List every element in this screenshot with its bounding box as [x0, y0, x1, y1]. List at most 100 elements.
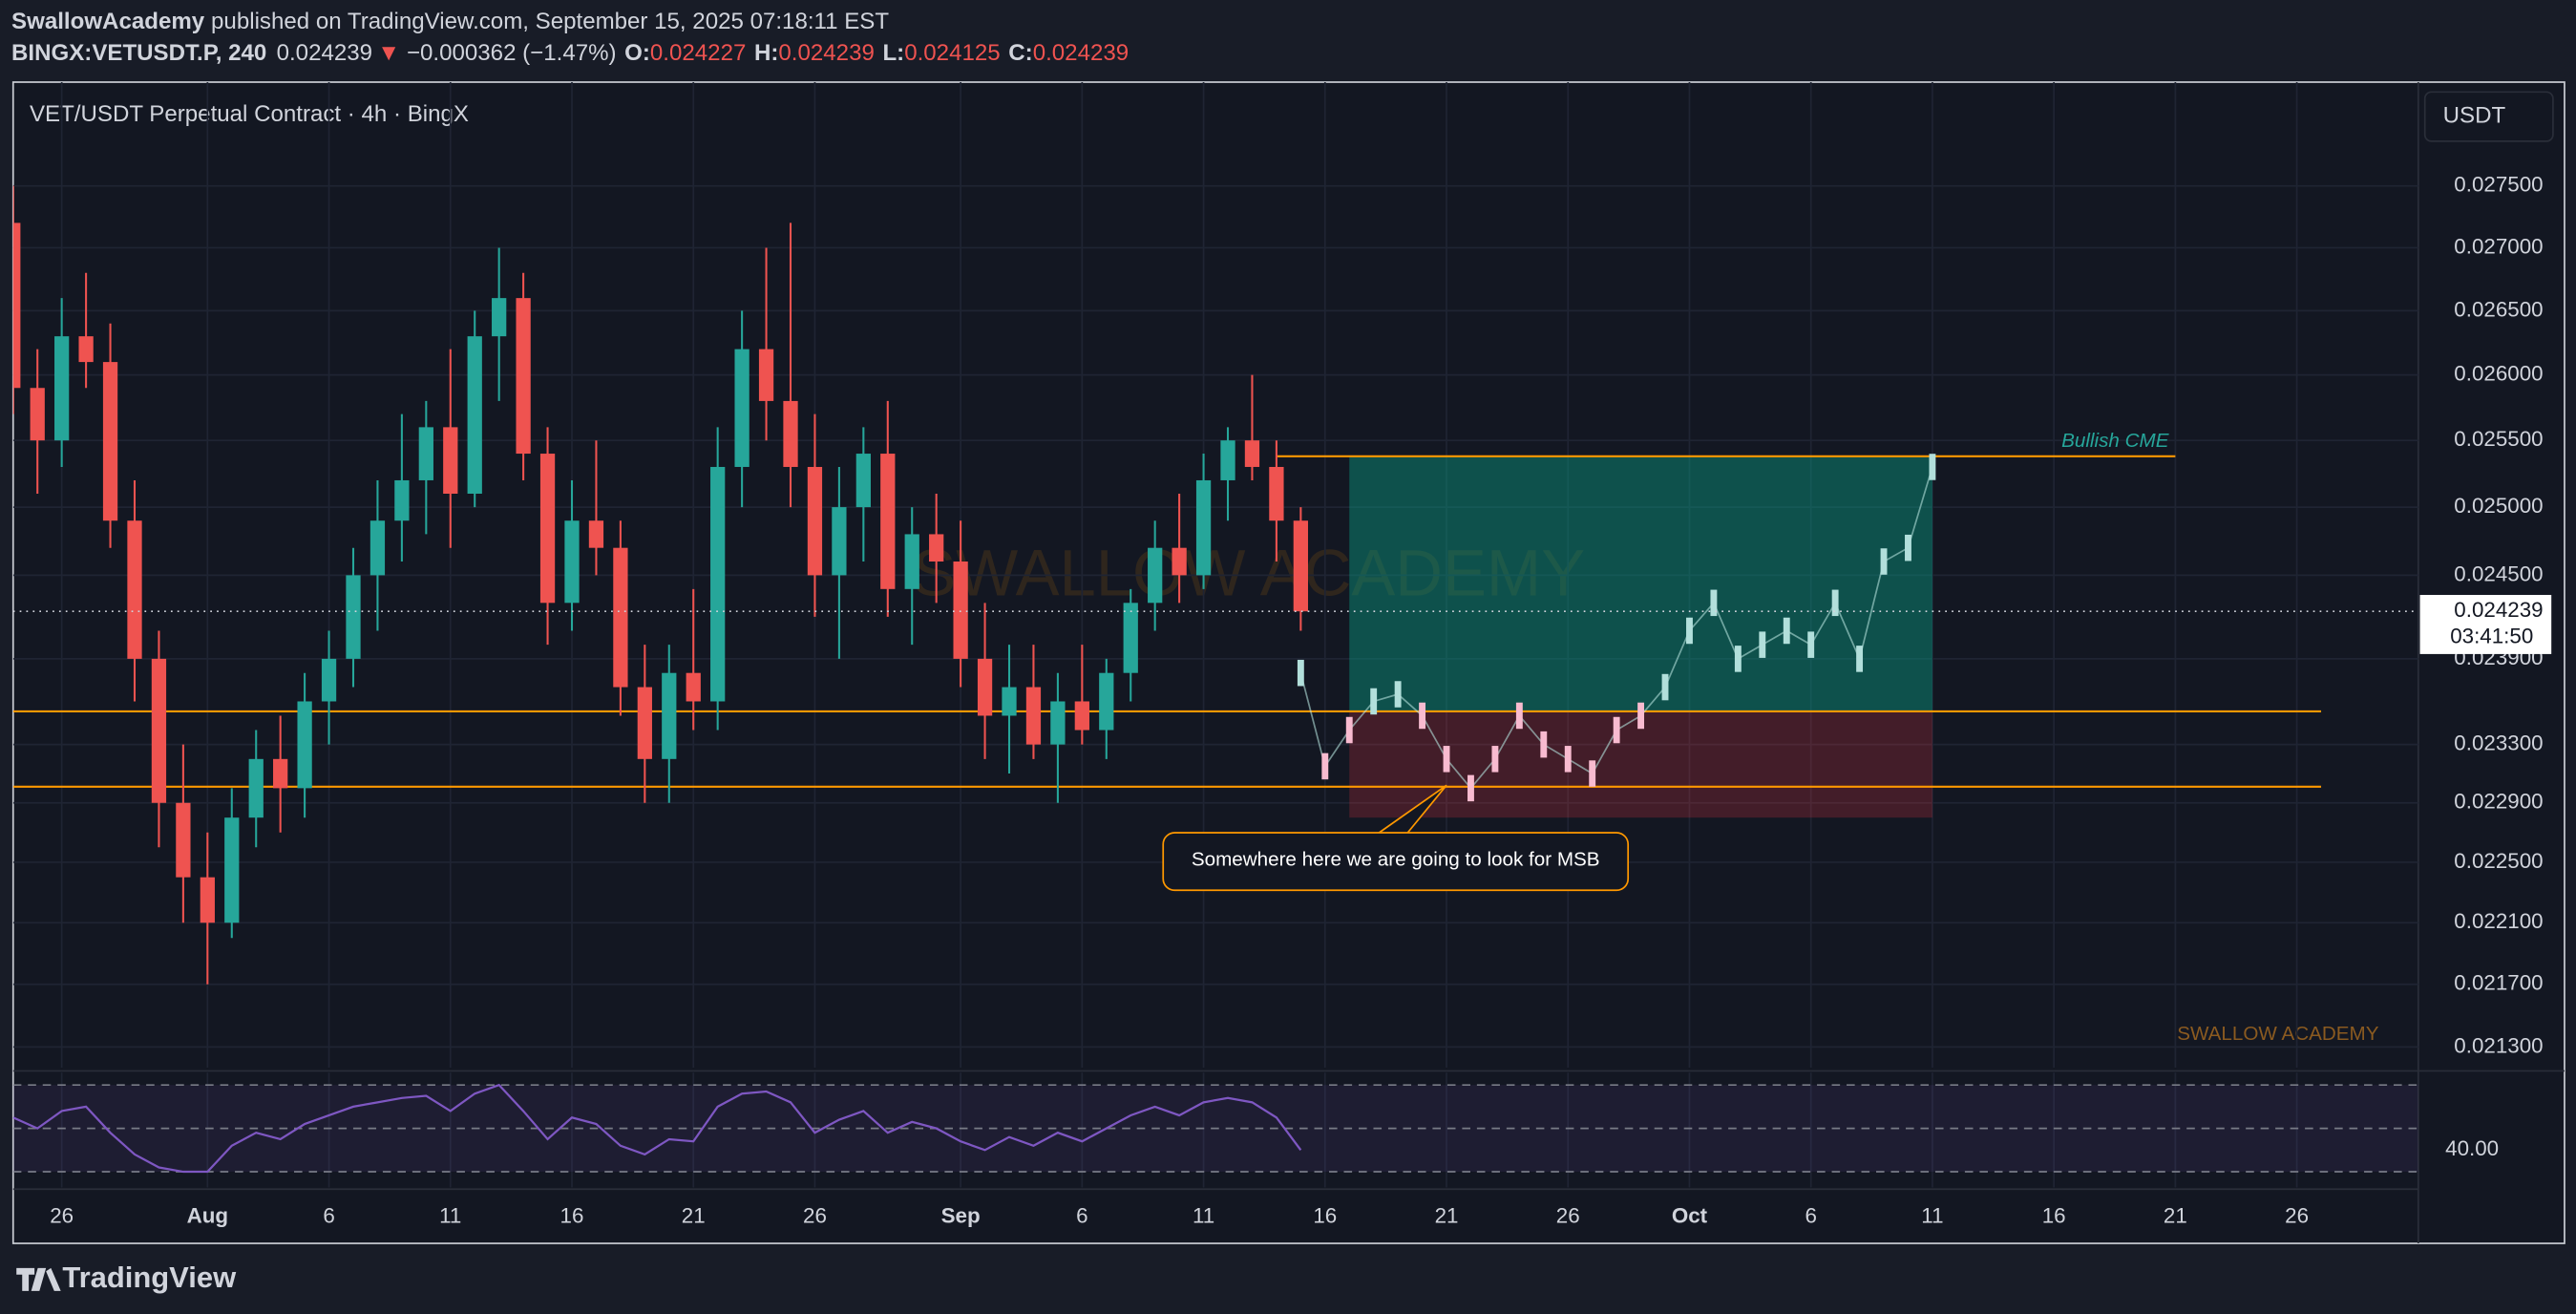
- ohlc-key: O:: [624, 40, 650, 66]
- projection-bar: [1807, 631, 1815, 658]
- projection-bar: [1345, 716, 1353, 744]
- projection-bar: [1710, 589, 1718, 617]
- candle-body: [394, 479, 410, 521]
- candle-body: [1099, 672, 1114, 731]
- x-tick-label: 11: [1193, 1203, 1214, 1227]
- candle-body: [953, 562, 968, 659]
- x-tick-label: 26: [803, 1203, 827, 1227]
- signature: SWALLOW ACADEMY: [2177, 1023, 2379, 1045]
- projection-bar: [1540, 731, 1548, 758]
- x-tick-label: 6: [323, 1203, 334, 1227]
- candle-body: [297, 701, 312, 789]
- ohlc-key: H:: [754, 40, 778, 66]
- currency-button[interactable]: [2423, 91, 2554, 142]
- candle-body: [370, 520, 386, 576]
- candle-body: [346, 575, 361, 659]
- x-tick-label: 11: [439, 1203, 461, 1227]
- candle-body: [783, 400, 798, 467]
- candle-body: [12, 223, 21, 389]
- candle-body: [832, 507, 847, 576]
- projection-bar: [1467, 774, 1474, 802]
- callout-text: Somewhere here we are going to look for …: [1192, 849, 1600, 871]
- candle-body: [127, 520, 142, 659]
- candle-body: [710, 466, 726, 702]
- candle-body: [1148, 547, 1163, 604]
- x-tick-label: 6: [1076, 1203, 1087, 1227]
- y-tick-label: 0.022900: [2454, 790, 2543, 814]
- logo-mark: [16, 1267, 61, 1291]
- candle-body: [929, 534, 944, 562]
- y-tick-label: 0.026000: [2454, 362, 2543, 386]
- candle-body: [516, 298, 531, 455]
- callout-box: [1162, 832, 1630, 892]
- x-tick-label: 11: [1921, 1203, 1943, 1227]
- ohlc-value: 0.024227: [650, 40, 746, 66]
- projection-bar: [1613, 716, 1620, 744]
- x-tick-label: 21: [2164, 1203, 2187, 1227]
- rsi-tick-label: 40.00: [2445, 1136, 2499, 1160]
- cme-label: Bullish CME: [2061, 430, 2169, 452]
- candle-body: [662, 672, 677, 759]
- candle-body: [539, 454, 556, 604]
- symbol: BINGX:VETUSDT.P, 240: [11, 40, 266, 66]
- projection-bar: [1661, 673, 1669, 701]
- candle-body: [492, 298, 507, 337]
- x-tick-label: Sep: [941, 1203, 981, 1227]
- projection-bar: [1419, 702, 1426, 730]
- y-tick-label: 0.021300: [2454, 1033, 2543, 1057]
- x-tick-label: 26: [50, 1203, 74, 1227]
- overlay: 0.027500 0.027000 0.026500 0.026000 0.025500…: [50, 173, 2552, 1227]
- x-tick-label: 21: [682, 1203, 706, 1227]
- candle-body: [734, 349, 750, 467]
- y-tick-label: 0.025000: [2454, 494, 2543, 518]
- candle-body: [1220, 440, 1235, 480]
- projection-bar: [1831, 589, 1839, 617]
- candle-body: [588, 520, 604, 548]
- x-tick-label: Aug: [187, 1203, 228, 1227]
- candle-body: [467, 336, 482, 494]
- projection-bar: [1686, 617, 1693, 645]
- projection-bar: [1929, 454, 1936, 480]
- candle-body: [1269, 466, 1284, 521]
- candle-body: [1074, 701, 1089, 731]
- projection-bar: [1905, 534, 1911, 562]
- ohlc-value: 0.024239: [778, 40, 874, 66]
- candle-body: [904, 534, 919, 589]
- published: published on TradingView.com, September …: [211, 9, 889, 34]
- candle-body: [200, 877, 215, 923]
- candle-body: [54, 336, 70, 441]
- x-tick-label: 21: [1435, 1203, 1459, 1227]
- y-tick-label: 0.021700: [2454, 971, 2543, 995]
- x-tick-label: Oct: [1672, 1203, 1708, 1227]
- candle-body: [102, 362, 118, 521]
- projection-bar: [1515, 702, 1523, 730]
- candle-body: [1002, 687, 1017, 716]
- x-tick-label: 26: [2285, 1203, 2309, 1227]
- candle-body: [637, 687, 652, 759]
- candle-body: [564, 520, 580, 604]
- x-tick-label: 16: [2042, 1203, 2066, 1227]
- candle-body: [977, 658, 993, 716]
- rsi-line: [12, 1083, 1302, 1174]
- change: −0.000362 (−1.47%): [407, 40, 617, 66]
- candle-body: [78, 336, 94, 363]
- x-tick-label: 26: [1556, 1203, 1580, 1227]
- projection-bar: [1783, 617, 1790, 645]
- candle-body: [880, 454, 896, 589]
- price-tag-value: 0.024239: [2454, 598, 2543, 622]
- chart-title: VET/USDT Perpetual Contract · 4h · BingX: [30, 101, 469, 127]
- y-tick-label: 0.027000: [2454, 234, 2543, 258]
- candle-body: [1293, 520, 1308, 612]
- candle-body: [686, 672, 701, 702]
- y-tick-label: 0.027500: [2454, 173, 2543, 197]
- projection-bar: [1734, 646, 1742, 672]
- candle-body: [273, 758, 288, 789]
- candle-body: [1050, 701, 1066, 745]
- projection-bar: [1759, 631, 1766, 658]
- countdown: 03:41:50: [2450, 625, 2533, 648]
- candle-body: [30, 388, 45, 441]
- price-tag: [2419, 594, 2552, 654]
- y-tick-label: 0.024500: [2454, 562, 2543, 585]
- projection-bar: [1491, 746, 1499, 773]
